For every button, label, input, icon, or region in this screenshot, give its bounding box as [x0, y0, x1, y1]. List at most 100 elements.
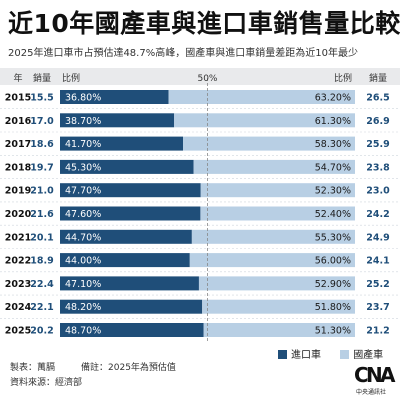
svg-text:N: N: [366, 363, 383, 387]
year-label: 2019: [5, 186, 31, 197]
imported-bar: [60, 159, 194, 174]
chart-subtitle: 2025年進口車市占預估達48.7%高峰，國產車與進口車銷量差距為近10年最少: [8, 48, 358, 59]
domestic-bar: [168, 90, 355, 104]
header-year: 年: [13, 72, 22, 84]
domestic-percent-label: 61.30%: [315, 116, 351, 127]
imported-sales-label: 17.0: [30, 116, 54, 127]
header-ratio-domestic: 比例: [334, 72, 352, 84]
domestic-bar: [189, 253, 355, 268]
year-label: 2015: [5, 93, 31, 104]
imported-bar: [60, 276, 199, 291]
domestic-percent-label: 56.00%: [315, 256, 351, 267]
cna-logo-text: 中央通訊社: [356, 389, 387, 396]
imported-sales-label: 20.1: [30, 232, 53, 243]
legend-swatch-imported: [278, 350, 287, 359]
chart-row: 2024 22.1 48.20% 51.80% 23.7: [0, 294, 400, 314]
domestic-sales-label: 21.2: [366, 326, 389, 337]
imported-percent-label: 47.10%: [65, 279, 101, 290]
chart-row: 2021 20.1 44.70% 55.30% 24.9: [0, 224, 400, 244]
domestic-bar: [191, 229, 355, 244]
domestic-percent-label: 55.30%: [315, 232, 351, 243]
chart-row: 2016 17.0 38.70% 61.30% 26.9: [0, 108, 400, 128]
imported-bar: [60, 299, 203, 314]
footer-note: 備註：2025年為預估值: [81, 363, 176, 373]
header-ratio-imported: 比例: [62, 72, 80, 84]
imported-percent-label: 38.70%: [65, 116, 101, 127]
chart-row: 2020 21.6 47.60% 52.40% 24.2: [0, 201, 400, 221]
legend-item-domestic: 國產車: [340, 346, 383, 361]
domestic-sales-label: 24.1: [366, 256, 389, 267]
imported-bar: [60, 183, 201, 198]
domestic-bar: [174, 113, 355, 128]
year-label: 2017: [5, 139, 31, 150]
imported-sales-label: 15.5: [30, 93, 53, 104]
imported-bar: [60, 136, 184, 151]
bar-chart: 2015 15.5 36.80% 63.20% 26.5 2016 17.0 38.70% 61…: [0, 68, 400, 343]
domestic-percent-label: 52.30%: [315, 186, 351, 197]
header-sales-domestic: 銷量: [369, 72, 387, 84]
footer-line-1: 製表：萬膈 備註：2025年為預估值: [10, 360, 176, 373]
domestic-sales-label: 25.2: [366, 279, 389, 290]
year-label: 2020: [5, 209, 32, 220]
domestic-percent-label: 52.40%: [315, 209, 351, 220]
domestic-percent-label: 58.30%: [315, 139, 351, 150]
chart-title: 近10年國產車與進口車銷售量比較: [8, 9, 400, 38]
domestic-sales-label: 23.8: [366, 162, 390, 173]
year-label: 2025: [5, 326, 31, 337]
imported-sales-label: 19.7: [30, 162, 53, 173]
imported-percent-label: 47.60%: [65, 209, 101, 220]
imported-bar: [60, 90, 169, 104]
imported-bar: [60, 253, 190, 268]
imported-bar: [60, 229, 192, 244]
imported-sales-label: 18.9: [30, 256, 53, 267]
domestic-bar: [183, 136, 355, 151]
imported-sales-label: 21.6: [30, 209, 54, 220]
imported-bar: [60, 113, 175, 128]
imported-percent-label: 44.70%: [65, 232, 101, 243]
imported-percent-label: 48.20%: [65, 302, 101, 313]
domestic-bar: [203, 323, 355, 337]
domestic-bar: [198, 276, 355, 291]
legend-item-imported: 進口車: [278, 346, 321, 361]
footer-author: 製表：萬膈: [10, 363, 56, 373]
year-label: 2024: [5, 302, 32, 313]
domestic-sales-label: 25.9: [366, 139, 389, 150]
chart-row: 2022 18.9 44.00% 56.00% 24.1: [0, 248, 400, 268]
imported-percent-label: 47.70%: [65, 186, 101, 197]
imported-percent-label: 45.30%: [65, 162, 101, 173]
year-label: 2023: [5, 279, 31, 290]
imported-bar: [60, 206, 201, 221]
imported-bar: [60, 323, 204, 337]
imported-percent-label: 48.70%: [65, 326, 101, 337]
imported-sales-label: 22.1: [30, 302, 53, 313]
imported-percent-label: 44.00%: [65, 256, 101, 267]
domestic-sales-label: 24.2: [366, 209, 389, 220]
domestic-percent-label: 51.30%: [315, 326, 351, 337]
header-sales-imported: 銷量: [33, 72, 51, 84]
legend-label-domestic: 國產車: [353, 350, 384, 361]
footer-source: 資料來源：經濟部: [10, 378, 83, 388]
chart-row: 2017 18.6 41.70% 58.30% 25.9: [0, 131, 400, 151]
imported-sales-label: 18.6: [30, 139, 54, 150]
year-label: 2021: [5, 232, 31, 243]
imported-sales-label: 21.0: [30, 186, 54, 197]
legend-label-imported: 進口車: [291, 350, 321, 361]
chart-row: 2023 22.4 47.10% 52.90% 25.2: [0, 271, 400, 291]
domestic-bar: [200, 183, 355, 198]
year-label: 2016: [5, 116, 32, 127]
legend-swatch-domestic: [340, 350, 350, 359]
imported-sales-label: 20.2: [30, 326, 53, 337]
imported-percent-label: 36.80%: [65, 93, 101, 104]
imported-percent-label: 41.70%: [65, 139, 101, 150]
header-band: [0, 68, 400, 85]
domestic-sales-label: 23.0: [366, 186, 390, 197]
domestic-percent-label: 51.80%: [315, 302, 351, 313]
domestic-percent-label: 63.20%: [315, 93, 351, 104]
domestic-bar: [193, 159, 355, 174]
chart-row: 2019 21.0 47.70% 52.30% 23.0: [0, 178, 400, 198]
chart-row: 2018 19.7 45.30% 54.70% 23.8: [0, 155, 400, 174]
svg-text:A: A: [380, 363, 396, 387]
imported-sales-label: 22.4: [30, 279, 54, 290]
domestic-percent-label: 54.70%: [315, 162, 351, 173]
